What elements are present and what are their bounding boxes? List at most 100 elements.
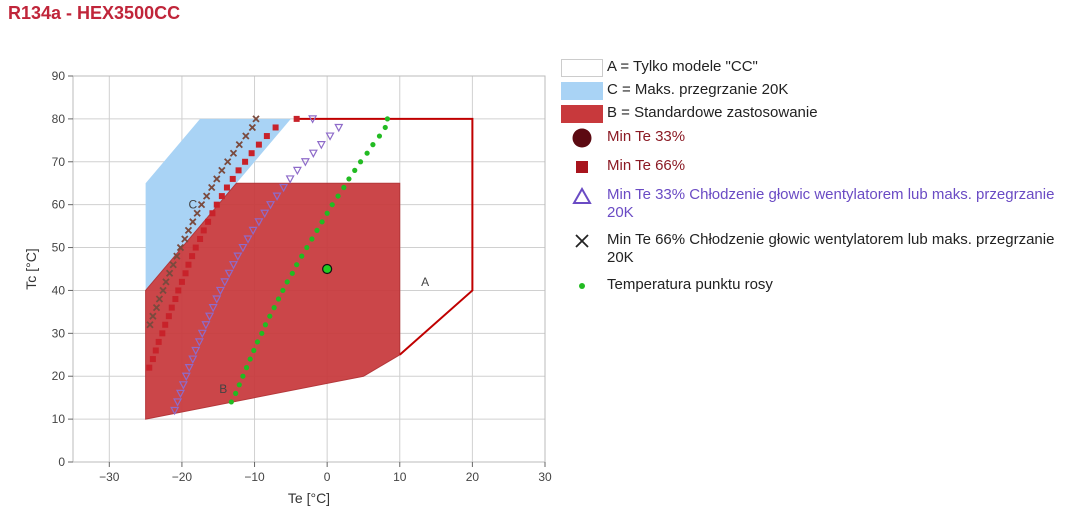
series-1-point <box>162 321 169 328</box>
series-2-point <box>184 364 194 373</box>
series-4-point <box>299 253 305 259</box>
series-2-point <box>220 278 230 287</box>
y-tick-label: 20 <box>52 369 66 383</box>
series-4-point <box>329 202 335 208</box>
series-1-point <box>272 124 279 131</box>
series-3-point <box>189 218 197 226</box>
series-3-point <box>242 132 250 140</box>
series-3-point <box>173 252 181 260</box>
series-3-point <box>229 149 238 157</box>
series-2-point <box>224 269 234 279</box>
y-tick-label: 50 <box>52 241 66 255</box>
series-4-point <box>271 305 277 311</box>
series-4-point <box>254 339 261 345</box>
legend-item[interactable]: B = Standardowe zastosowanie <box>560 104 1085 124</box>
x-tick-label: −20 <box>172 470 193 484</box>
series-3-point <box>193 209 201 217</box>
series-3-point <box>149 312 157 320</box>
series-2-point <box>228 261 238 270</box>
legend-symbol-triangle-icon <box>560 186 604 206</box>
series-2-point <box>325 132 335 141</box>
series-4-point <box>364 150 370 156</box>
legend-symbol-dot-icon <box>560 276 604 296</box>
series-4-point <box>314 227 320 233</box>
series-1-point <box>218 193 225 200</box>
series-3-point <box>159 286 167 295</box>
series-1-point <box>213 201 220 208</box>
series-4-point <box>251 347 257 354</box>
series-1-point <box>235 167 242 174</box>
legend-item[interactable]: Temperatura punktu rosy <box>560 276 1085 296</box>
legend-item[interactable]: Min Te 33% Chłodzenie głowic wentylatore… <box>560 186 1085 222</box>
series-1-point <box>146 364 153 371</box>
chart-plot: −30 −20 −10 0 10 20 30 0 10 20 30 40 50 60 70 80 90 Te [°… <box>23 69 552 506</box>
series-4-point <box>319 219 325 225</box>
series-1-point <box>149 356 156 363</box>
legend-item[interactable]: Min Te 33% <box>560 128 1085 148</box>
y-axis-title: Tc [°C] <box>23 248 39 289</box>
series-4-point <box>243 365 250 371</box>
series-1-point <box>168 304 175 311</box>
series-1-point <box>172 296 179 303</box>
series-2-point <box>238 243 248 253</box>
series-1-point <box>165 313 172 320</box>
x-axis-title: Te [°C] <box>288 490 330 506</box>
region-label-b: B <box>219 382 227 396</box>
series-2-point <box>191 346 201 356</box>
legend-item[interactable]: A = Tylko modele "CC" <box>560 58 1085 78</box>
series-4-point <box>267 313 273 319</box>
series-2-point <box>308 149 318 158</box>
series-2-point <box>308 115 318 124</box>
x-tick-label: 20 <box>466 470 480 484</box>
region-c <box>145 118 291 291</box>
region-label-c: C <box>188 198 197 212</box>
series-4-point <box>289 270 295 276</box>
legend-item[interactable]: C = Maks. przegrzanie 20K <box>560 81 1085 101</box>
series-2-point <box>233 252 243 261</box>
series-4-point <box>280 287 286 294</box>
legend-item[interactable]: Min Te 66% <box>560 157 1085 177</box>
series-3-point <box>218 166 226 174</box>
series-1-point <box>189 253 196 260</box>
series-2-point <box>178 381 188 390</box>
series-3-point <box>165 269 174 277</box>
legend-label: Min Te 33% <box>607 128 686 145</box>
series-3-point <box>169 261 177 269</box>
legend-symbol-box-icon <box>560 104 604 124</box>
series-4-point <box>370 142 376 148</box>
series-1-point <box>182 270 189 277</box>
series-4-point <box>357 159 364 165</box>
series-4-point <box>304 244 310 251</box>
operating-point <box>322 263 333 275</box>
series-4-point <box>284 279 290 285</box>
x-tick-label: −30 <box>99 470 120 484</box>
series-4-point <box>275 296 282 302</box>
series-3-point <box>252 115 260 123</box>
series-2-point <box>279 183 289 193</box>
y-tick-label: 70 <box>52 155 66 169</box>
legend-symbol-circle-icon <box>560 128 604 148</box>
series-3-point <box>208 183 216 192</box>
y-tick-label: 80 <box>52 112 66 126</box>
series-3-point <box>248 123 256 132</box>
series-2-point <box>285 175 295 184</box>
y-tick-label: 40 <box>52 283 66 297</box>
series-1-point <box>205 218 212 225</box>
legend-item[interactable]: Min Te 66% Chłodzenie głowic wentylatore… <box>560 231 1085 267</box>
series-4-point <box>382 124 388 131</box>
series-3-point <box>176 243 185 252</box>
series-1-point <box>223 184 230 191</box>
x-tick-label: 30 <box>538 470 552 484</box>
series-1-point <box>192 244 199 251</box>
series-4-point <box>376 133 383 139</box>
y-tick-label: 90 <box>52 69 66 83</box>
legend-label: Min Te 66% Chłodzenie głowic wentylatore… <box>607 231 1055 266</box>
series-2-point <box>205 312 215 321</box>
series-4-point <box>233 390 239 396</box>
series-1-point <box>155 338 162 345</box>
series-2-point <box>272 192 282 201</box>
series-3-point <box>155 295 164 303</box>
series-1-point <box>152 347 159 354</box>
series-1-point <box>248 150 255 157</box>
region-b <box>145 182 401 420</box>
